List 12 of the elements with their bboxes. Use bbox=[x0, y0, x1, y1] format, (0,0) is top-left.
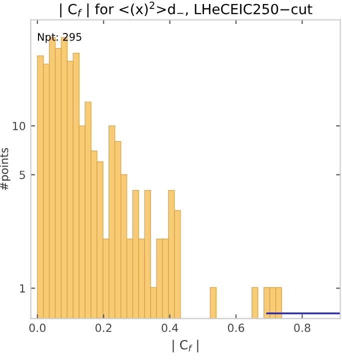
x-tick-label: 0.0 bbox=[29, 324, 46, 332]
chart-title: | C$_{f}$ | for <(x)$^{2}$>d$_{−}$, LHeCEIC250−cut bbox=[60, 2, 312, 18]
annotation: Npt: 295 bbox=[38, 32, 82, 43]
y-tick-label: 1 bbox=[20, 284, 25, 292]
y-tick-label: 10 bbox=[13, 122, 26, 130]
x-tick-label: 0.2 bbox=[96, 324, 112, 332]
y-tick-label: 5 bbox=[20, 170, 25, 180]
x-tick-label: 0.4 bbox=[162, 324, 178, 332]
x-axis-title: | C$_{f}$ | bbox=[172, 340, 198, 352]
x-tick-label: 0.6 bbox=[228, 324, 244, 332]
x-tick-label: 0.8 bbox=[294, 324, 310, 332]
y-axis-title: #points bbox=[0, 148, 10, 190]
